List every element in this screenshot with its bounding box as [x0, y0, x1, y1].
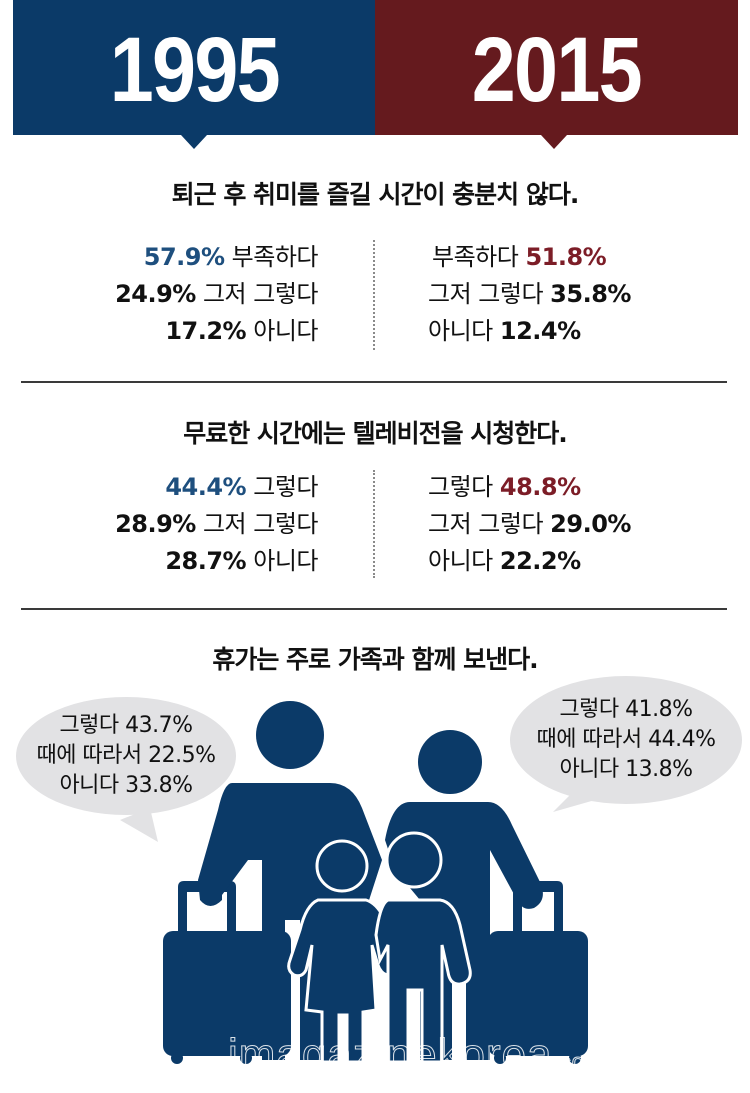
- watermark-suffix: .com: [552, 1049, 605, 1075]
- result-label: 부족하다: [432, 243, 519, 271]
- bubble-row: 그렇다 43.7%: [59, 711, 193, 741]
- suitcase-right-icon: [488, 931, 588, 1056]
- question-3-title: 휴가는 주로 가족과 함께 보낸다.: [212, 645, 538, 674]
- result-pct: 57.9%: [143, 243, 225, 271]
- result-pct: 48.8%: [499, 473, 581, 501]
- result-label: 때에 따라서: [536, 727, 642, 752]
- question-2-title: 무료한 시간에는 텔레비전을 시청한다.: [183, 419, 568, 448]
- question-1-title: 퇴근 후 취미를 즐길 시간이 충분치 않다.: [171, 180, 580, 209]
- year-2015-label: 2015: [471, 18, 643, 121]
- result-label: 그렇다: [428, 473, 493, 501]
- result-pct: 29.0%: [550, 510, 631, 538]
- girl-head-icon: [315, 839, 369, 893]
- result-row: 그렇다 48.8%: [428, 469, 631, 506]
- result-pct: 17.2%: [165, 317, 247, 345]
- bubble-row: 아니다 13.8%: [559, 755, 693, 785]
- result-label: 아니다: [59, 773, 119, 798]
- column-divider: [373, 240, 375, 350]
- father-head-icon: [256, 701, 324, 769]
- result-label: 아니다: [428, 547, 493, 575]
- result-label: 그렇다: [59, 713, 119, 738]
- pointer-1995-icon: [181, 135, 207, 149]
- speech-bubble-2015: 그렇다 41.8% 때에 따라서 44.4% 아니다 13.8%: [510, 676, 742, 804]
- header-1995-panel: 1995: [13, 0, 375, 135]
- result-row: 44.4% 그렇다: [115, 469, 318, 506]
- bubble-row: 그렇다 41.8%: [559, 695, 693, 725]
- column-divider: [373, 470, 375, 578]
- result-label: 때에 따라서: [36, 743, 142, 768]
- result-row: 아니다 12.4%: [428, 313, 631, 350]
- result-row: 그저 그렇다 35.8%: [428, 276, 631, 313]
- result-row: 17.2% 아니다: [115, 313, 318, 350]
- result-pct: 22.5%: [148, 743, 216, 768]
- q1-1995-results: 57.9% 부족하다 24.9% 그저 그렇다 17.2% 아니다: [115, 239, 318, 350]
- section-divider: [21, 381, 727, 383]
- result-label: 그저 그렇다: [202, 510, 319, 538]
- result-row: 24.9% 그저 그렇다: [115, 276, 318, 313]
- result-pct: 33.8%: [125, 773, 193, 798]
- result-label: 그저 그렇다: [428, 510, 544, 538]
- result-pct: 44.4%: [648, 727, 716, 752]
- bubble-row: 때에 따라서 22.5%: [36, 741, 216, 771]
- result-label: 아니다: [253, 317, 318, 345]
- suitcase-left-icon: [163, 931, 291, 1056]
- result-row: 28.9% 그저 그렇다: [115, 506, 318, 543]
- result-label: 아니다: [428, 317, 493, 345]
- speech-bubble-1995: 그렇다 43.7% 때에 따라서 22.5% 아니다 33.8%: [16, 697, 236, 815]
- result-pct: 35.8%: [550, 280, 631, 308]
- q2-1995-results: 44.4% 그렇다 28.9% 그저 그렇다 28.7% 아니다: [115, 469, 318, 580]
- watermark-main: imagazinekorea: [228, 1030, 553, 1080]
- result-pct: 41.8%: [625, 697, 693, 722]
- header-2015-panel: 2015: [375, 0, 738, 135]
- result-pct: 22.2%: [499, 547, 581, 575]
- q1-2015-results: 부족하다 51.8% 그저 그렇다 35.8% 아니다 12.4%: [428, 239, 631, 350]
- pointer-2015-icon: [541, 135, 567, 149]
- result-label: 그저 그렇다: [428, 280, 544, 308]
- boy-head-icon: [385, 831, 443, 889]
- result-row: 28.7% 아니다: [115, 543, 318, 580]
- q2-2015-results: 그렇다 48.8% 그저 그렇다 29.0% 아니다 22.2%: [428, 469, 631, 580]
- result-pct: 28.7%: [165, 547, 247, 575]
- result-label: 그렇다: [253, 473, 318, 501]
- result-pct: 28.9%: [115, 510, 196, 538]
- result-pct: 13.8%: [625, 757, 693, 782]
- bubble-row: 때에 따라서 44.4%: [536, 725, 716, 755]
- result-row: 57.9% 부족하다: [115, 239, 319, 276]
- result-label: 그저 그렇다: [202, 280, 319, 308]
- mother-head-icon: [418, 730, 482, 794]
- result-label: 아니다: [253, 547, 318, 575]
- result-pct: 12.4%: [499, 317, 581, 345]
- result-label: 그렇다: [559, 697, 619, 722]
- section-divider: [21, 608, 727, 610]
- result-label: 아니다: [559, 757, 619, 782]
- result-row: 아니다 22.2%: [428, 543, 631, 580]
- result-pct: 43.7%: [125, 713, 193, 738]
- watermark: imagazinekorea.com: [228, 1030, 604, 1080]
- bubble-row: 아니다 33.8%: [59, 771, 193, 801]
- result-row: 부족하다 51.8%: [428, 239, 631, 276]
- result-row: 그저 그렇다 29.0%: [428, 506, 631, 543]
- result-label: 부족하다: [231, 243, 319, 271]
- year-1995-label: 1995: [109, 18, 280, 121]
- result-pct: 24.9%: [115, 280, 196, 308]
- result-pct: 44.4%: [165, 473, 247, 501]
- result-pct: 51.8%: [525, 243, 607, 271]
